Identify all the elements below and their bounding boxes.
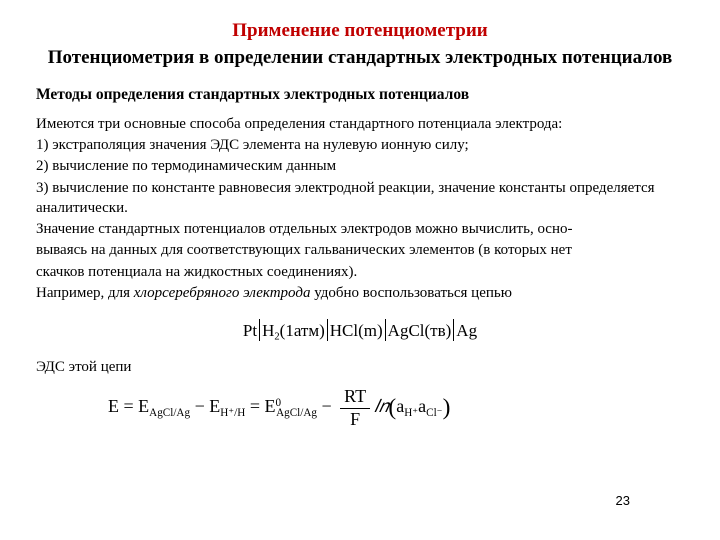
fraction: RTF	[340, 387, 370, 430]
eq-t2-sub: H⁺/H	[220, 407, 245, 419]
subtitle: Потенциометрия в определении стандартных…	[36, 46, 684, 70]
eq-a1: a	[396, 396, 404, 416]
list-item-3: 3) вычисление по константе равновесия эл…	[36, 178, 684, 219]
eq-minus2: −	[317, 396, 336, 416]
eq-t1-sub: AgCl/Ag	[149, 407, 190, 419]
eq-rparen: )	[443, 395, 451, 421]
title-red: Применение потенциометрии	[36, 20, 684, 42]
eq-minus1: −	[190, 396, 209, 416]
cell-p1: Pt	[243, 321, 257, 340]
emf-label: ЭДС этой цепи	[36, 357, 684, 377]
frac-num: RT	[340, 387, 370, 409]
para3-pre: Например, для	[36, 285, 134, 301]
eq-E: E	[108, 396, 119, 416]
eq-a1-sub: H⁺	[404, 407, 418, 419]
para2-line1: Значение стандартных потенциалов отдельн…	[36, 219, 684, 239]
cell-p5: Ag	[456, 321, 477, 340]
frac-den: F	[340, 409, 370, 430]
vbar-icon	[259, 319, 260, 341]
cell-p3: HCl(m)	[330, 321, 383, 340]
intro-paragraph: Имеются три основные способа определения…	[36, 114, 684, 134]
cell-p2: H	[262, 321, 274, 340]
eq-ln: 𝑙𝑛	[374, 396, 388, 416]
para3-italic: хлорсеребряного электрода	[134, 285, 311, 301]
slide-page: Применение потенциометрии Потенциометрия…	[0, 0, 720, 540]
vbar-icon	[385, 319, 386, 341]
eq-t1-base: E	[138, 396, 149, 416]
cell-p4: AgCl(тв)	[388, 321, 452, 340]
eq-a2-sub: Cl⁻	[426, 407, 442, 419]
para3: Например, для хлорсеребряного электрода …	[36, 283, 684, 303]
eq-t3-base: E	[265, 396, 276, 416]
section-heading: Методы определения стандартных электродн…	[36, 86, 684, 104]
list-item-1: 1) экстраполяция значения ЭДС элемента н…	[36, 135, 684, 155]
vbar-icon	[453, 319, 454, 341]
para2-line3: скачков потенциала на жидкостных соедине…	[36, 262, 684, 282]
eq-equals: =	[119, 396, 138, 416]
eq-t3-sub: AgCl/Ag	[276, 407, 317, 419]
page-number: 23	[616, 493, 630, 508]
list-item-2: 2) вычисление по термодинамическим данны…	[36, 156, 684, 176]
eq-t2-base: E	[209, 396, 220, 416]
para2-line2: вываясь на данных для соответствующих га…	[36, 240, 684, 260]
cell-chain: PtH2(1атм)HCl(m)AgCl(тв)Ag	[36, 319, 684, 343]
cell-p2-paren: (1атм)	[280, 321, 325, 340]
equation: E = EAgCl/Ag − EH⁺/H = E0AgCl/Ag − RTF𝑙𝑛…	[108, 387, 684, 430]
para3-post: удобно воспользоваться цепью	[310, 285, 511, 301]
eq-a2: a	[418, 396, 426, 416]
eq-equals2: =	[245, 396, 264, 416]
vbar-icon	[327, 319, 328, 341]
